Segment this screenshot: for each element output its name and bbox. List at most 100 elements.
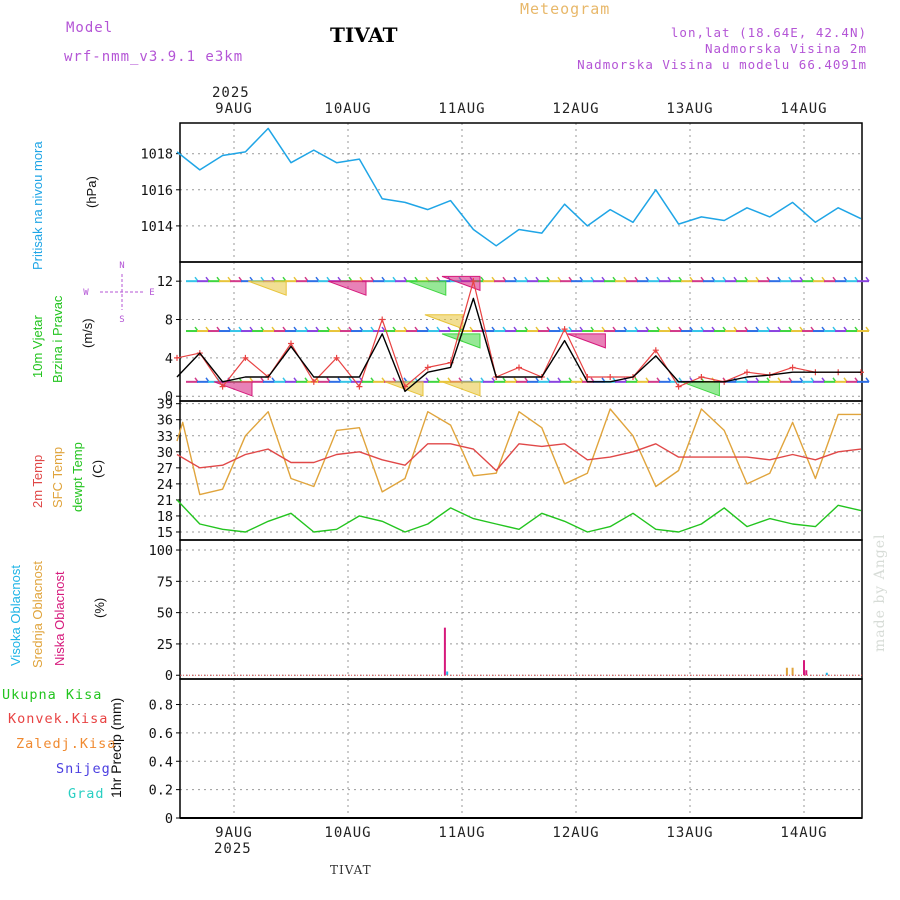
height-text: Nadmorska Visina 2m: [705, 41, 867, 56]
wind-flag: [248, 280, 287, 296]
year-top: 2025: [212, 85, 250, 101]
y-tick-label: 0: [165, 668, 173, 684]
wind-barb: [865, 276, 870, 282]
y-tick-label: 1014: [140, 219, 173, 235]
y-tick-label: 100: [149, 543, 173, 559]
wind-flag: [327, 280, 367, 296]
wind-gust-marker: [789, 364, 796, 371]
wind-gust-marker: [219, 383, 226, 390]
panel-frame: [179, 400, 863, 541]
compass-e: E: [149, 288, 154, 298]
compass-cross: [100, 274, 144, 310]
y-tick-label: 24: [157, 477, 173, 493]
y-tick-label: 0.8: [149, 698, 173, 714]
legend-conv-rain: Konvek.Kisa: [8, 711, 109, 727]
y-tick-label: 21: [157, 493, 173, 509]
y-tick-label: 0: [165, 811, 173, 827]
wind-flag: [407, 280, 447, 296]
top-day-label: 14AUG: [780, 101, 827, 117]
wind-barb: [865, 377, 870, 383]
y-tick-label: 1016: [140, 183, 173, 199]
compass-n: N: [119, 261, 124, 271]
y-tick-label: 50: [157, 606, 173, 622]
top-day-label: 10AUG: [324, 101, 371, 117]
y-tick-label: 18: [157, 509, 173, 525]
legend-snow: Snijeg: [56, 761, 111, 777]
bottom-day-label: 12AUG: [552, 825, 599, 841]
footer-station: TIVAT: [330, 863, 372, 877]
panel-frame: [179, 678, 863, 819]
product-title: Meteogram: [520, 0, 611, 18]
panel-frame: [179, 539, 863, 680]
y-tick-label: 25: [157, 637, 173, 653]
wind-gust-marker: [356, 383, 363, 390]
wind-gust-marker: [310, 378, 317, 385]
top-day-label: 11AUG: [438, 101, 485, 117]
wind-flag: [567, 333, 606, 349]
legend-total-rain: Ukupna Kisa: [2, 687, 103, 703]
y-tick-label: 33: [157, 429, 173, 445]
y-tick-label: 30: [157, 445, 173, 461]
wind-flag: [441, 275, 481, 292]
y-tick-label: 15: [157, 525, 173, 541]
wind-gust-marker: [424, 364, 431, 371]
model-height-text: Nadmorska Visina u modelu 66.4091m: [577, 57, 867, 72]
legend-hail: Grad: [68, 786, 105, 802]
wind-speed-line: [176, 297, 861, 393]
wind-flag: [424, 314, 464, 330]
y-tick-label: 0.6: [149, 726, 173, 742]
cloud-bar: [443, 627, 446, 676]
model-label: Model: [66, 20, 114, 36]
panel-frame: [179, 122, 863, 263]
top-day-label: 12AUG: [552, 101, 599, 117]
compass-w: W: [83, 288, 89, 298]
pressure-line: [176, 127, 862, 247]
top-day-label: 13AUG: [666, 101, 713, 117]
cloud-bar: [791, 667, 794, 676]
wind-gust-marker: [470, 278, 477, 285]
bottom-day-label: 10AUG: [324, 825, 371, 841]
bottom-day-label: 11AUG: [438, 825, 485, 841]
bottom-day-label: 14AUG: [780, 825, 827, 841]
cloud-bar: [446, 671, 449, 676]
wind-gust-marker: [288, 340, 294, 347]
top-day-label: 9AUG: [215, 101, 253, 117]
y-tick-label: 27: [157, 461, 173, 477]
temp2m-line: [176, 443, 862, 472]
wind-barb: [865, 326, 870, 332]
wind-gust-marker: [516, 364, 522, 371]
y-tick-label: 39: [157, 397, 173, 413]
wind-gust-line: [176, 280, 861, 388]
y-tick-label: 12: [157, 274, 173, 290]
sfc-temp-line: [176, 408, 861, 496]
bottom-day-label: 9AUG: [215, 825, 253, 841]
cloud-bar: [825, 672, 828, 676]
y-tick-label: 0: [165, 389, 173, 405]
wind-gust-marker: [607, 374, 614, 381]
y-tick-label: 36: [157, 413, 173, 429]
coords-text: lon,lat (18.64E, 42.4N): [670, 25, 867, 40]
wind-flag: [681, 381, 720, 397]
wind-flag: [441, 381, 481, 397]
dewpt-line: [176, 499, 862, 533]
cloud-bar: [805, 670, 808, 676]
wind-gust-marker: [698, 374, 705, 381]
y-tick-label: 1018: [140, 147, 173, 163]
wind-flag: [213, 381, 253, 397]
bottom-day-label: 13AUG: [666, 825, 713, 841]
wind-gust-marker: [744, 369, 750, 376]
wind-gust-marker: [675, 383, 682, 390]
y-tick-label: 8: [165, 313, 173, 329]
y-tick-label: 4: [165, 351, 173, 367]
legend-frz-rain: Zaledj.Kisa: [16, 736, 117, 752]
wind-gust-marker: [242, 354, 249, 361]
y-tick-label: 0.4: [149, 754, 173, 770]
station-title: TIVAT: [330, 23, 398, 47]
wind-gust-marker: [333, 354, 340, 361]
y-tick-label: 75: [157, 574, 173, 590]
compass-s: S: [119, 315, 124, 325]
year-bottom: 2025: [214, 841, 252, 857]
wind-gust-marker: [379, 316, 386, 323]
wind-gust-marker: [652, 347, 659, 354]
